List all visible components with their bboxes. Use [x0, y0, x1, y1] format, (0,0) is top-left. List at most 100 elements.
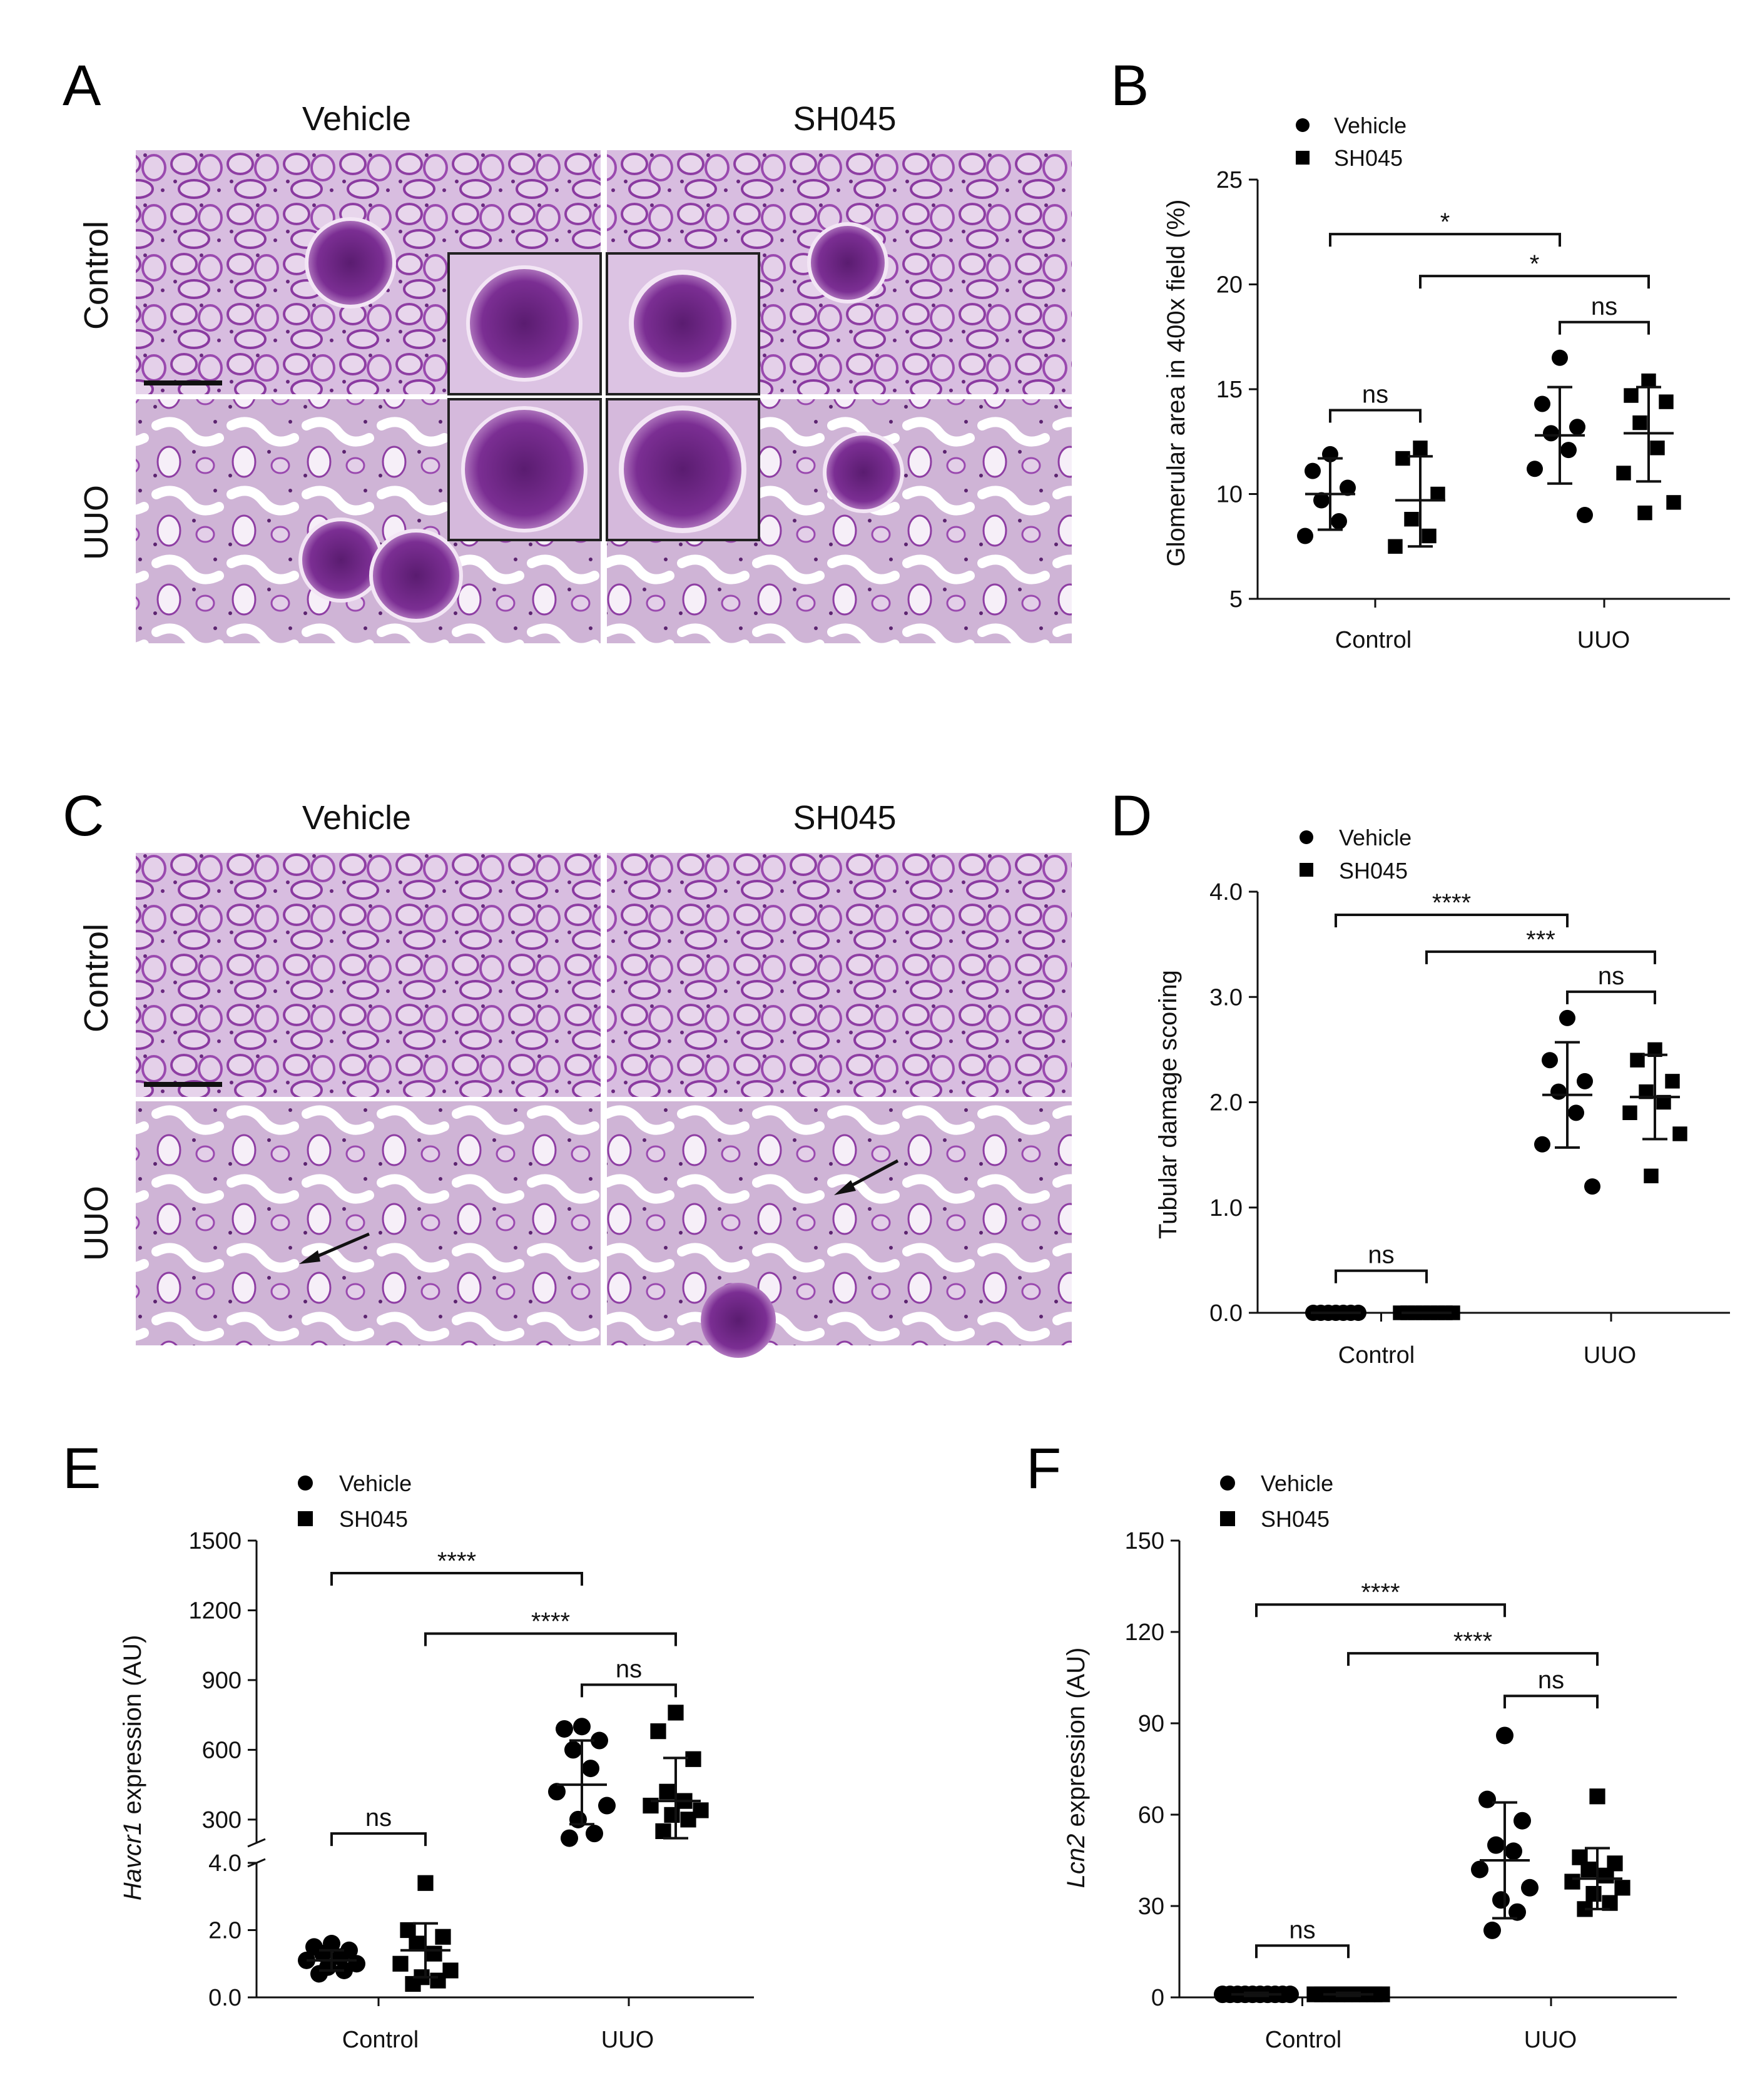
y-tick-label: 60 — [1138, 1802, 1164, 1828]
significance-label: ns — [1362, 381, 1388, 409]
data-point — [1589, 1788, 1605, 1805]
x-tick-label: UUO — [1584, 1342, 1636, 1369]
y-axis-label-unit: expression (AU) — [1062, 1648, 1090, 1834]
x-tick-label: UUO — [1577, 627, 1630, 653]
data-point — [426, 1945, 442, 1962]
legend-marker-sh045 — [1220, 1511, 1235, 1526]
significance-label: ns — [1289, 1916, 1315, 1944]
data-point — [659, 1783, 675, 1800]
data-point — [1614, 1880, 1630, 1896]
data-point — [1305, 462, 1321, 479]
y-tick-label: 15 — [1216, 377, 1243, 403]
significance-label: **** — [1361, 1579, 1400, 1606]
chart-d: D Vehicle SH045 Tubular damage scoring C… — [1111, 784, 1730, 1369]
significance-label: ns — [616, 1655, 642, 1683]
significance-label: ns — [1598, 962, 1624, 990]
data-point — [598, 1797, 616, 1815]
legend-label-vehicle: Vehicle — [1334, 113, 1407, 138]
data-point — [1297, 528, 1313, 544]
panel-a: A Vehicle SH045 Control UUO — [63, 54, 1072, 643]
y-tick-label: 2.0 — [1209, 1090, 1243, 1116]
y-tick-label: 4.0 — [1209, 879, 1243, 905]
data-point — [1577, 507, 1593, 523]
legend-marker-vehicle — [1300, 830, 1313, 844]
data-point — [1632, 415, 1647, 431]
x-tick-label: Control — [1335, 627, 1412, 653]
y-tick-label: 5 — [1229, 586, 1243, 613]
data-point — [1404, 512, 1419, 527]
legend-marker-vehicle — [1296, 118, 1310, 132]
y-tick-label: 0 — [1151, 1985, 1164, 2011]
y-axis-label-unit: expression (AU) — [119, 1635, 146, 1822]
data-point — [650, 1723, 666, 1740]
data-point — [1513, 1812, 1531, 1830]
data-point — [1388, 539, 1403, 554]
data-point — [1445, 1305, 1460, 1320]
data-point — [1534, 395, 1550, 412]
x-tick-label: UUO — [1524, 2027, 1577, 2053]
y-tick-label: 30 — [1138, 1894, 1164, 1920]
significance-label: **** — [1453, 1628, 1492, 1655]
data-point — [1616, 466, 1631, 481]
glomerulus — [823, 432, 904, 513]
x-tick-label: Control — [342, 2027, 419, 2053]
significance-bracket — [1566, 990, 1656, 1004]
glomerulus — [619, 405, 746, 533]
data-point — [1650, 441, 1665, 456]
data-point — [1665, 1074, 1680, 1089]
y-axis-label: Glomerular area in 400x field (%) — [1162, 200, 1190, 567]
data-point — [1478, 1790, 1496, 1808]
data-point — [1471, 1860, 1488, 1878]
data-point — [556, 1720, 573, 1738]
micrograph-uuo-vehicle — [136, 1101, 601, 1345]
data-point — [1422, 528, 1437, 544]
data-point — [1564, 1873, 1580, 1890]
data-point — [1622, 1105, 1637, 1121]
panel-letter-c: C — [63, 784, 104, 848]
legend-label-sh045: SH045 — [1339, 858, 1408, 884]
micrograph-control-sh045 — [607, 853, 1072, 1097]
data-point — [1331, 513, 1347, 530]
y-tick-label: 600 — [202, 1737, 242, 1763]
y-axis-label: Havcr1 expression (AU) — [119, 1635, 146, 1901]
data-point — [664, 1807, 680, 1823]
significance-bracket — [1503, 1695, 1599, 1709]
data-point — [1483, 1921, 1501, 1939]
data-point — [1492, 1891, 1510, 1909]
row-title-uuo: UUO — [78, 1186, 115, 1261]
data-point — [1543, 425, 1559, 442]
significance-label: **** — [531, 1608, 570, 1636]
glomerulus — [629, 270, 736, 377]
y-tick-label: 2.0 — [208, 1918, 242, 1944]
data-point — [392, 1955, 409, 1972]
data-point — [409, 1935, 425, 1952]
y-tick-label: 1.0 — [1209, 1195, 1243, 1221]
glomerulus — [298, 517, 384, 603]
legend-label-sh045: SH045 — [1261, 1506, 1330, 1532]
data-point — [1281, 1985, 1299, 2004]
data-point — [1542, 1052, 1558, 1069]
legend-marker-sh045 — [1300, 863, 1313, 877]
glomerulus — [466, 265, 582, 382]
data-point — [1641, 373, 1656, 389]
data-point — [1585, 1885, 1602, 1902]
significance-bracket — [1335, 914, 1569, 928]
data-point — [405, 1975, 421, 1992]
y-tick-label: 150 — [1125, 1528, 1164, 1554]
data-point — [1496, 1726, 1513, 1745]
inset-boxes — [447, 252, 760, 541]
x-tick-label: UUO — [601, 2027, 654, 2053]
legend-label-vehicle: Vehicle — [1339, 825, 1412, 850]
significance-bracket — [581, 1683, 677, 1698]
data-point — [1313, 492, 1330, 509]
arrow-icon — [834, 1159, 899, 1195]
data-point — [591, 1731, 608, 1750]
significance-bracket — [1329, 233, 1561, 247]
data-point — [1508, 1903, 1526, 1921]
y-axis-label-gene: Lcn2 — [1062, 1834, 1090, 1888]
col-title-vehicle: Vehicle — [302, 100, 411, 138]
legend-marker-vehicle — [298, 1476, 313, 1491]
legend-marker-sh045 — [1296, 151, 1310, 165]
data-point — [1413, 441, 1428, 456]
significance-bracket — [424, 1632, 677, 1646]
